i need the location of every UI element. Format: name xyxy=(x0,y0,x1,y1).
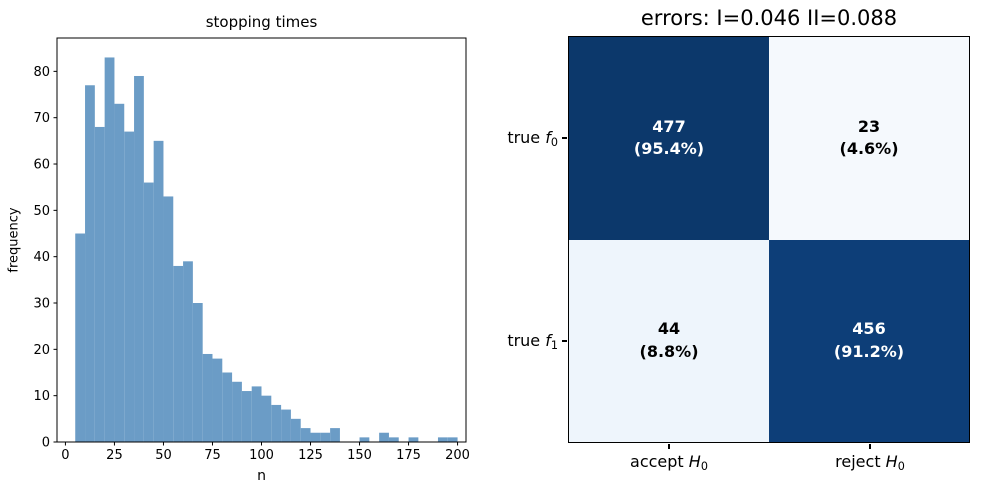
histogram-bar xyxy=(212,358,223,442)
histogram-bar xyxy=(290,418,301,442)
histogram-bar xyxy=(153,140,164,442)
confusion-matrix-title: errors: I=0.046 II=0.088 xyxy=(640,6,898,30)
histogram-bar xyxy=(134,75,144,443)
cell-percent: (4.6%) xyxy=(839,139,899,159)
histogram-bar xyxy=(310,432,321,442)
x-tick-label: 150 xyxy=(347,448,372,463)
matrix-bottom-tick-col0 xyxy=(668,444,670,449)
histogram-bar xyxy=(232,381,242,442)
matrix-cell-true-f0-reject: 23 (4.6%) xyxy=(769,37,969,240)
x-tick-label: 100 xyxy=(249,448,274,463)
cell-count: 23 xyxy=(857,116,881,136)
histogram-bar xyxy=(251,386,262,442)
row-label-true-f0: true f0 xyxy=(300,127,558,149)
col-label-accept-h0: accept H0 xyxy=(569,452,769,473)
histogram-bar xyxy=(408,437,419,442)
row-label-subscript: 1 xyxy=(550,339,558,353)
col-label-text: accept xyxy=(630,452,689,471)
cell-count: 44 xyxy=(657,319,681,339)
histogram-bar xyxy=(222,372,233,442)
histogram-bar xyxy=(437,437,448,442)
histogram-bar xyxy=(281,409,291,442)
histogram-bar xyxy=(379,432,389,442)
x-tick-label: 200 xyxy=(445,448,470,463)
x-tick-label: 0 xyxy=(61,448,69,463)
histogram-y-axis-label: frequency xyxy=(6,207,22,273)
y-tick-label: 80 xyxy=(33,65,50,80)
col-label-symbol: H xyxy=(885,452,898,471)
histogram-plot-area: 0 10 20 30 40 50 60 70 80 0 25 50 75 100 125 150 175 200 xyxy=(33,37,470,463)
y-tick-label: 40 xyxy=(33,250,50,265)
histogram-bar xyxy=(359,437,370,442)
histogram-bar xyxy=(85,85,95,442)
row-label-symbol: f xyxy=(545,128,551,147)
histogram-bar xyxy=(447,437,458,442)
matrix-bottom-tick-col1 xyxy=(869,444,871,449)
x-tick-label: 75 xyxy=(204,448,221,463)
cell-count: 477 xyxy=(652,116,686,136)
cell-percent: (8.8%) xyxy=(639,341,699,361)
histogram-bar xyxy=(173,265,184,442)
x-tick-label: 25 xyxy=(106,448,123,463)
histogram-x-axis-label: n xyxy=(257,468,266,484)
histogram-bar xyxy=(114,103,125,442)
confusion-matrix: 477 (95.4%) 23 (4.6%) 44 (8.8%) 456 (91.… xyxy=(568,36,970,443)
row-label-subscript: 0 xyxy=(550,136,558,150)
histogram-bar xyxy=(75,233,86,442)
y-tick-label: 70 xyxy=(33,111,50,126)
histogram-bar xyxy=(202,353,213,442)
y-tick-label: 20 xyxy=(33,343,50,358)
y-tick-label: 10 xyxy=(33,389,50,404)
y-tick-label: 30 xyxy=(33,297,50,312)
matrix-left-tick-row0 xyxy=(562,137,567,139)
histogram-bar xyxy=(94,126,105,442)
col-label-text: reject xyxy=(835,452,886,471)
histogram-bar xyxy=(124,131,135,442)
row-label-symbol: f xyxy=(545,331,551,350)
cell-percent: (95.4%) xyxy=(633,139,705,159)
y-tick-label: 0 xyxy=(42,436,50,451)
histogram-bar xyxy=(241,391,252,442)
histogram-title: stopping times xyxy=(205,13,318,31)
matrix-cell-true-f0-accept: 477 (95.4%) xyxy=(569,37,769,240)
x-tick-label: 175 xyxy=(396,448,421,463)
histogram-panel: 0 10 20 30 40 50 60 70 80 0 25 50 75 100 125 150 175 200 … xyxy=(6,13,470,484)
histogram-bar xyxy=(143,182,154,442)
histogram-bar xyxy=(104,57,115,443)
row-label-text: true xyxy=(507,331,546,350)
x-tick-label: 125 xyxy=(298,448,323,463)
axes-frame xyxy=(56,37,467,443)
matrix-cell-true-f1-reject: 456 (91.2%) xyxy=(769,239,969,442)
x-tick-label: 50 xyxy=(155,448,172,463)
matrix-left-tick-row1 xyxy=(562,340,567,342)
histogram-bar xyxy=(271,404,282,442)
histogram-bar xyxy=(183,261,193,442)
col-label-subscript: 0 xyxy=(700,460,708,474)
col-label-subscript: 0 xyxy=(897,460,905,474)
cell-count: 456 xyxy=(852,319,886,339)
histogram-bar xyxy=(261,395,272,442)
row-label-true-f1: true f1 xyxy=(300,330,558,352)
histogram-bar xyxy=(300,428,311,442)
cell-percent: (91.2%) xyxy=(833,341,905,361)
histogram-bar xyxy=(330,428,340,442)
matrix-cell-true-f1-accept: 44 (8.8%) xyxy=(569,239,769,442)
histogram-bar xyxy=(163,196,174,442)
histogram-bar xyxy=(388,437,399,442)
y-tick-label: 60 xyxy=(33,158,50,173)
histogram-bar xyxy=(320,432,331,442)
col-label-reject-h0: reject H0 xyxy=(770,452,970,473)
col-label-symbol: H xyxy=(688,452,701,471)
histogram-bar xyxy=(192,303,203,442)
row-label-text: true xyxy=(507,128,546,147)
y-tick-label: 50 xyxy=(33,204,50,219)
